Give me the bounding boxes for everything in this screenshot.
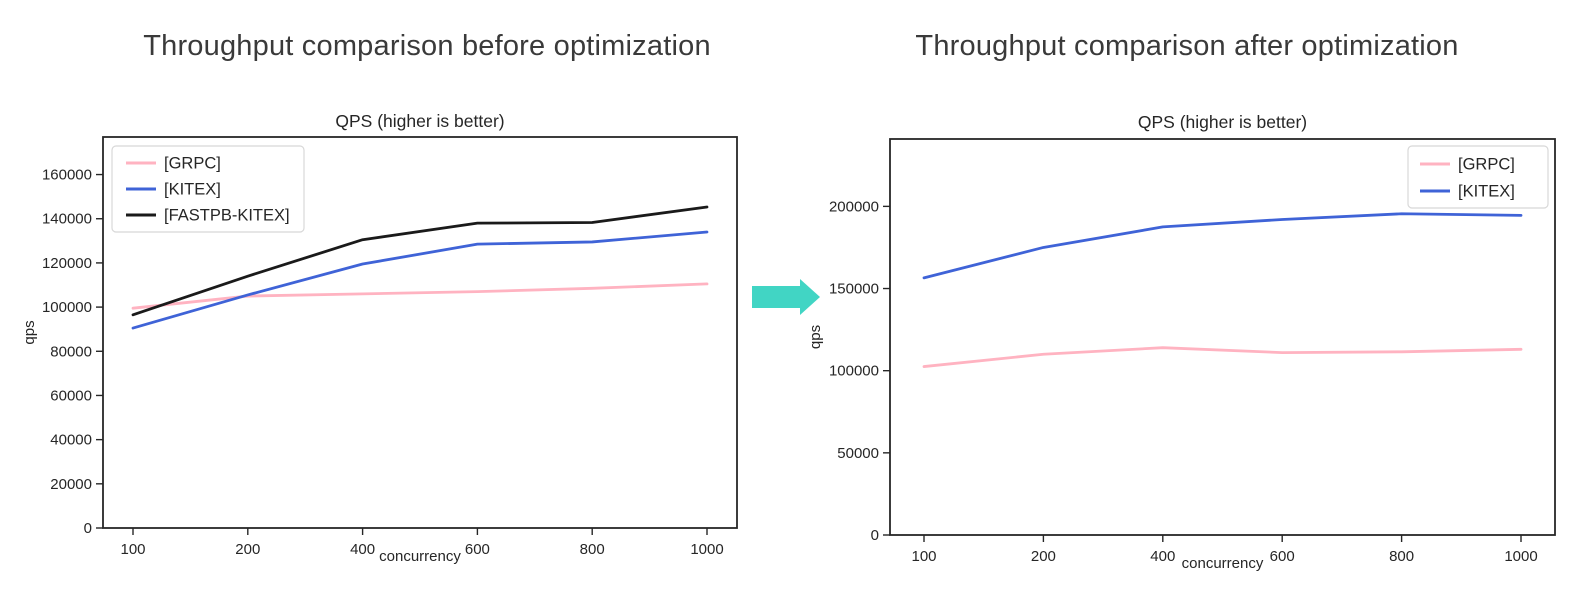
y-tick-label: 140000 — [42, 211, 92, 228]
y-tick-label: 150000 — [829, 281, 879, 298]
x-axis-label: concurrency — [379, 548, 461, 565]
x-tick-label: 800 — [1389, 548, 1414, 565]
legend-label: [GRPC] — [1458, 156, 1515, 174]
legend-label: [FASTPB-KITEX] — [164, 207, 290, 225]
plot-frame — [102, 136, 738, 529]
y-tick-label: 0 — [84, 520, 92, 537]
before-section-title: Throughput comparison before optimizatio… — [143, 30, 711, 62]
arrow-right-icon — [748, 275, 822, 319]
legend-box — [111, 145, 305, 233]
x-axis-label: concurrency — [1182, 555, 1264, 572]
y-tick-label: 200000 — [829, 198, 879, 215]
legend-label: [GRPC] — [164, 155, 221, 173]
x-tick-label: 100 — [911, 548, 936, 565]
x-tick-label: 200 — [235, 541, 260, 558]
x-tick-label: 200 — [1031, 548, 1056, 565]
x-tick-label: 1000 — [690, 541, 723, 558]
y-tick-label: 100000 — [42, 299, 92, 316]
legend-label: [KITEX] — [164, 181, 221, 199]
plot-title: QPS (higher is better) — [335, 111, 504, 131]
y-tick-label: 20000 — [50, 476, 92, 493]
y-axis-label: qps — [807, 325, 824, 349]
x-tick-label: 600 — [1270, 548, 1295, 565]
series-line-grpc — [131, 282, 709, 310]
after-section-title: Throughput comparison after optimization — [915, 30, 1459, 62]
y-tick-label: 50000 — [837, 445, 879, 462]
x-tick-label: 400 — [350, 541, 375, 558]
plot-frame — [889, 138, 1556, 536]
series-line-fastpb-kitex — [131, 205, 709, 317]
before-chart-canvas: QPS (higher is better) 0 20000 40000 60000 80… — [21, 111, 738, 565]
y-tick-label: 120000 — [42, 255, 92, 272]
y-tick-label: 100000 — [829, 363, 879, 380]
y-tick-label: 80000 — [50, 343, 92, 360]
x-tick-label: 600 — [465, 541, 490, 558]
series-line-kitex — [922, 212, 1523, 280]
y-axis-label: qps — [21, 320, 38, 344]
series-line-grpc — [922, 346, 1523, 368]
y-tick-label: 40000 — [50, 432, 92, 449]
after-chart-canvas: QPS (higher is better) 0 50000 100000 150000… — [807, 112, 1556, 572]
y-tick-label: 160000 — [42, 167, 92, 184]
x-tick-label: 1000 — [1504, 548, 1537, 565]
x-tick-label: 800 — [580, 541, 605, 558]
y-tick-label: 0 — [871, 527, 879, 544]
series-line-kitex — [131, 230, 709, 330]
x-tick-label: 100 — [120, 541, 145, 558]
x-tick-label: 400 — [1150, 548, 1175, 565]
legend-label: [KITEX] — [1458, 183, 1515, 201]
plot-title: QPS (higher is better) — [1138, 112, 1307, 132]
arrow-right-icon-svg — [752, 279, 820, 315]
y-tick-label: 60000 — [50, 387, 92, 404]
